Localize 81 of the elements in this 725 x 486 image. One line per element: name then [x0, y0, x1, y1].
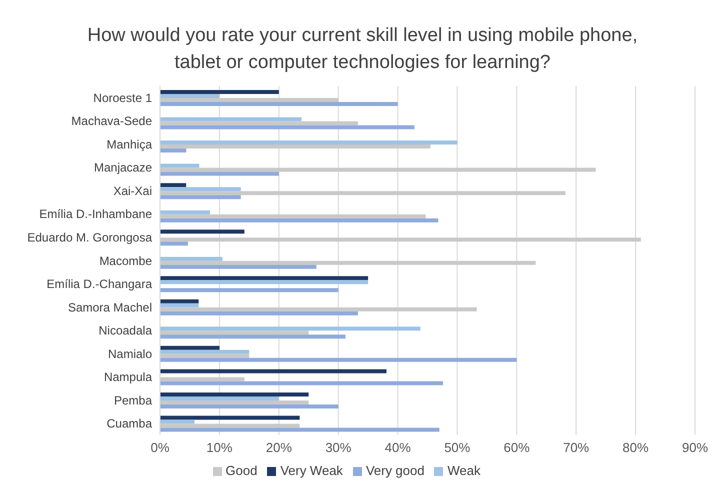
bar	[160, 428, 440, 432]
y-tick-label: Pemba	[114, 393, 152, 408]
bar	[160, 303, 199, 308]
y-tick-label: Namialo	[108, 346, 152, 361]
bar	[160, 238, 641, 242]
bar	[160, 276, 368, 280]
bar	[160, 330, 309, 335]
bar	[160, 424, 300, 428]
bar	[160, 392, 309, 396]
bar	[160, 183, 186, 188]
bar	[160, 346, 220, 350]
bar	[160, 350, 250, 354]
y-tick-label: Emília D.-Changara	[46, 277, 152, 292]
bar	[160, 94, 220, 98]
bar	[160, 210, 210, 214]
y-tick-label: Manhiça	[106, 137, 152, 152]
bar	[160, 140, 458, 145]
legend-label: Very good	[366, 463, 424, 478]
bar	[160, 264, 316, 269]
bar	[160, 381, 443, 386]
bar	[160, 369, 386, 374]
bar	[160, 98, 338, 102]
bar	[160, 102, 398, 106]
bar	[160, 404, 338, 408]
x-tick-label: 90%	[682, 440, 708, 456]
bar	[160, 218, 438, 222]
chart-title: How would you rate your current skill level in using mobile phone, tablet or computer technologies for learning?	[86, 24, 639, 75]
bar	[160, 334, 346, 339]
x-tick-label: 80%	[622, 440, 649, 456]
bar	[160, 90, 279, 94]
bar	[160, 280, 368, 284]
bar	[160, 416, 300, 420]
bar	[160, 420, 194, 424]
bar	[160, 377, 244, 382]
bar	[160, 307, 477, 312]
legend-label: Good	[226, 463, 258, 478]
x-tick-label: 10%	[206, 440, 233, 456]
y-tick-label: Samora Machel	[68, 300, 152, 314]
bar	[160, 187, 241, 192]
y-tick-label: Cuamba	[106, 416, 152, 431]
bar	[160, 242, 188, 246]
bar	[160, 354, 250, 358]
y-tick-label: Xai-Xai	[113, 184, 152, 198]
bar	[160, 121, 358, 126]
bar	[160, 299, 199, 304]
bar	[160, 191, 566, 196]
bar	[160, 172, 279, 176]
bar	[160, 311, 358, 316]
y-tick-label: Emília D.-Inhambane	[39, 207, 152, 222]
bar	[160, 168, 596, 172]
bar	[160, 260, 536, 265]
bar	[160, 214, 426, 218]
legend-label: Weak	[447, 463, 480, 478]
bar	[160, 256, 222, 261]
y-tick-label: Eduardo M. Gorongosa	[27, 230, 152, 244]
bar	[160, 164, 200, 168]
y-tick-label: Nicoadala	[98, 324, 152, 338]
bar	[160, 400, 309, 404]
bar	[160, 117, 302, 122]
bar	[160, 326, 420, 331]
bar	[160, 230, 244, 234]
bar	[160, 358, 517, 362]
y-tick-label: Noroeste 1	[93, 90, 152, 105]
x-tick-label: 50%	[444, 440, 471, 456]
bar	[160, 396, 279, 400]
y-tick-label: Macombe	[99, 254, 152, 268]
bar	[160, 144, 430, 149]
x-tick-label: 20%	[266, 440, 292, 456]
legend-label: Very Weak	[280, 463, 343, 478]
x-tick-label: 0%	[150, 440, 170, 456]
y-tick-label: Nampula	[104, 370, 152, 384]
x-tick-label: 40%	[384, 440, 412, 456]
y-tick-label: Machava-Sede	[71, 114, 152, 128]
bar	[160, 195, 241, 200]
bar	[160, 125, 414, 130]
x-tick-label: 60%	[504, 440, 530, 456]
x-tick-label: 70%	[563, 440, 590, 456]
x-tick-label: 30%	[325, 440, 352, 456]
y-tick-label: Manjacaze	[94, 160, 152, 175]
bar	[160, 148, 186, 153]
bar	[160, 288, 338, 292]
